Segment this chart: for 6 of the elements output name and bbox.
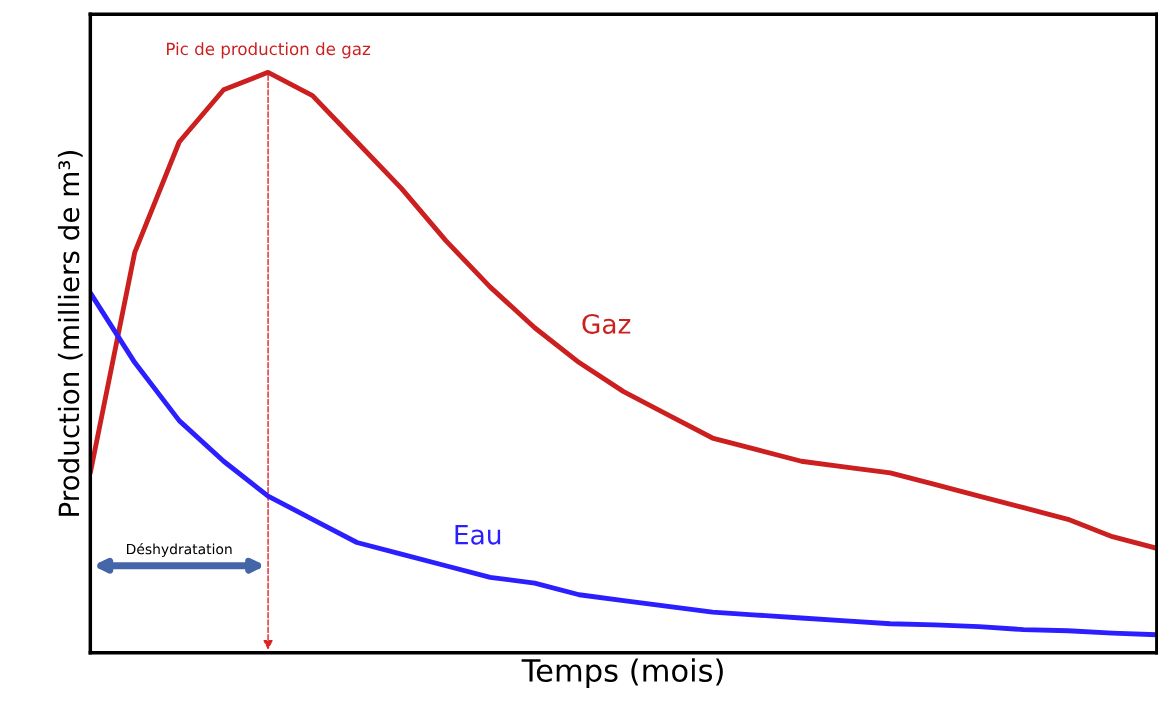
annotation: Déshydratation — [127, 543, 232, 558]
y-axis-title: Production (milliers de m³) — [57, 151, 83, 516]
series-label: Eau — [455, 525, 501, 545]
text: Pic de production de gaz — [167, 42, 371, 59]
series-label: Gaz — [582, 313, 631, 334]
x-axis-title: Temps (mois) — [521, 658, 723, 688]
